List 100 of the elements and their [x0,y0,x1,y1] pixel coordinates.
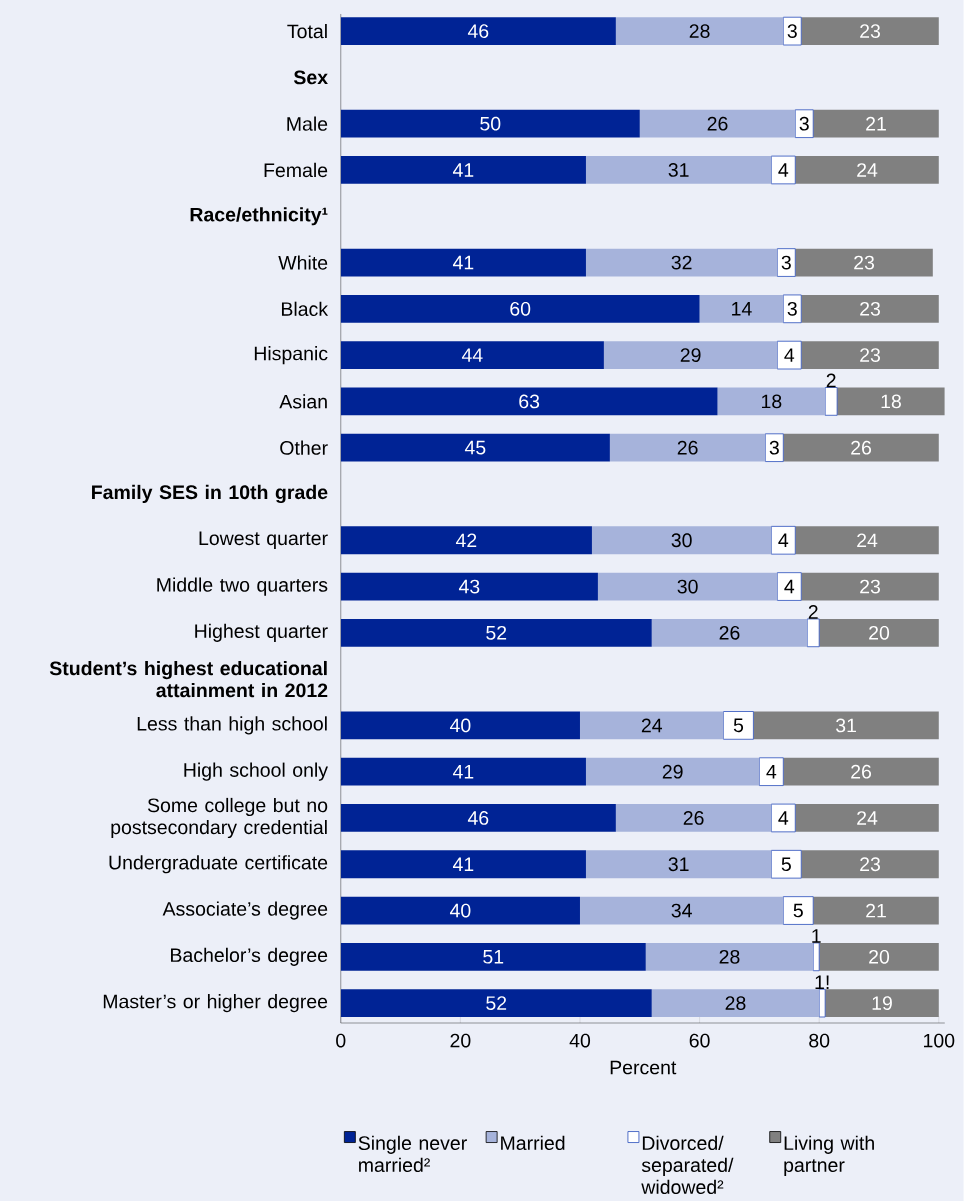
y-tick-label: Race/ethnicity¹ [190,207,328,226]
y-tick-label: Sex [294,70,329,85]
bar [340,989,652,1017]
data-label: 3 [781,255,791,270]
data-label: 24 [857,533,878,548]
bar [771,155,796,185]
data-label: 31 [668,857,689,872]
bar [783,896,814,925]
bar [639,109,796,138]
data-label: 5 [733,718,744,733]
bar [340,248,587,277]
data-label: 26 [719,625,740,640]
x-tick-label: 100 [924,1033,955,1048]
bar [813,109,939,138]
bar [801,17,939,45]
data-label: 4 [766,764,777,779]
bar [783,294,802,324]
legend-label: Married [501,1135,565,1151]
data-label: 26 [707,116,728,131]
legend-label: Divorced/ separated/ widowed² [641,1135,734,1195]
bar [615,804,772,832]
data-label: 4 [778,533,789,547]
data-label: 24 [641,718,663,733]
bar [806,618,820,648]
bar [723,711,754,740]
data-label: 5 [793,903,803,918]
bar [340,526,593,555]
y-tick-label: Undergraduate certificate [109,855,328,874]
y-tick-label: Male [287,116,328,131]
y-tick-label: Student’s highest educational attainment in 2012 [49,660,328,698]
data-label: 4 [778,163,789,177]
y-tick-label: Middle two quarters [157,577,328,596]
bar [819,618,939,647]
data-label: 46 [468,24,489,38]
y-tick-label: Some college but no postsecondary credential [111,797,328,839]
bar [586,156,772,184]
data-label: 40 [450,718,471,733]
bar [795,804,939,832]
legend-label: Single never married² [358,1135,467,1173]
data-label: 41 [453,163,474,177]
data-label: 52 [486,996,507,1010]
bar [717,387,826,416]
data-label: 23 [860,579,881,594]
bar [795,156,939,184]
bar [753,711,939,740]
data-label: 41 [453,764,474,779]
x-tick-label: 60 [689,1033,710,1048]
x-tick-label: 40 [569,1033,591,1048]
bar [340,156,587,184]
data-label: 30 [671,533,692,548]
bar [340,850,587,879]
y-tick-label: White [278,255,328,270]
data-label: 2 [826,373,836,388]
bar [586,757,760,786]
bar [812,942,820,972]
bar [340,572,599,601]
y-tick-label: Bachelor’s degree [171,947,328,966]
bar [699,294,784,323]
bar [819,942,939,971]
bar [340,17,616,45]
bar [651,618,808,647]
data-label: 26 [683,811,704,825]
data-label: 20 [869,949,890,964]
data-label: 40 [450,903,471,918]
data-label: 32 [671,255,692,270]
bar [777,340,802,370]
bar [651,989,820,1017]
bar [340,804,616,832]
bar [783,757,939,786]
bar [795,248,933,277]
data-label: 3 [787,301,797,316]
data-label: 46 [468,811,489,825]
y-tick-label: Family SES in 10th grade [92,484,328,504]
data-label: 26 [851,440,872,455]
bar [783,16,802,46]
data-label: 42 [456,533,477,548]
data-label: 45 [465,440,486,455]
data-label: 1! [815,975,829,989]
data-label: 5 [781,857,792,872]
bar [340,341,605,369]
data-label: 18 [762,394,782,409]
bar [340,294,700,323]
bar [586,248,778,277]
data-label: 23 [860,857,881,872]
y-tick-label: Total [287,23,327,39]
bar [580,711,724,740]
data-label: 29 [680,348,701,362]
bar [340,757,587,786]
y-tick-label: Other [280,440,328,455]
data-label: 41 [453,255,474,270]
bar [340,896,581,925]
data-label: 3 [769,440,780,455]
data-label: 51 [483,950,504,964]
bar [801,294,939,323]
bar [777,248,796,277]
data-label: 20 [869,625,890,640]
data-label: 34 [671,903,693,918]
data-label: 14 [732,302,752,316]
bar [598,572,778,601]
bar [609,433,766,462]
